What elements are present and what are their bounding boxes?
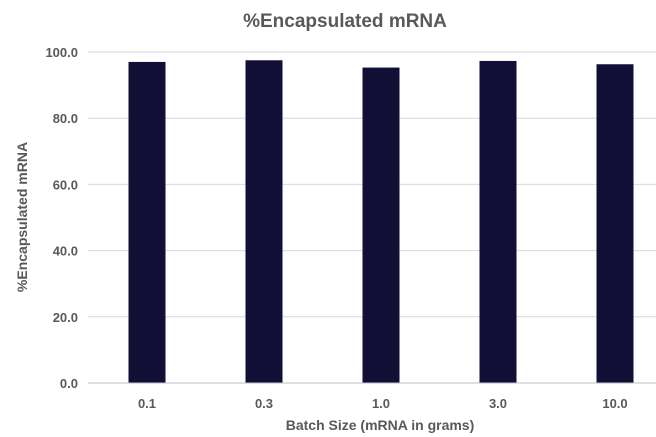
bar	[362, 67, 400, 383]
y-axis-title: %Encapsulated mRNA	[14, 142, 30, 292]
x-axis-title: Batch Size (mRNA in grams)	[286, 417, 475, 433]
x-axis-ticks: 0.1 0.3 1.0 3.0 10.0	[138, 396, 628, 411]
chart-title: %Encapsulated mRNA	[243, 11, 447, 32]
x-tick-label: 0.3	[255, 396, 273, 411]
y-tick-label: 60.0	[53, 177, 78, 192]
x-tick-label: 10.0	[602, 396, 627, 411]
x-tick-label: 1.0	[372, 396, 390, 411]
y-tick-label: 0.0	[60, 376, 78, 391]
y-tick-label: 20.0	[53, 310, 78, 325]
x-tick-label: 0.1	[138, 396, 156, 411]
y-tick-label: 80.0	[53, 111, 78, 126]
y-axis-ticks: 0.0 20.0 40.0 60.0 80.0 100.0	[45, 45, 78, 391]
bar	[245, 60, 283, 384]
x-tick-label: 3.0	[489, 396, 507, 411]
y-tick-label: 100.0	[45, 45, 78, 60]
bar	[596, 64, 634, 383]
bar	[128, 61, 166, 384]
y-tick-label: 40.0	[53, 244, 78, 259]
bars	[128, 60, 634, 384]
bar	[479, 60, 517, 383]
